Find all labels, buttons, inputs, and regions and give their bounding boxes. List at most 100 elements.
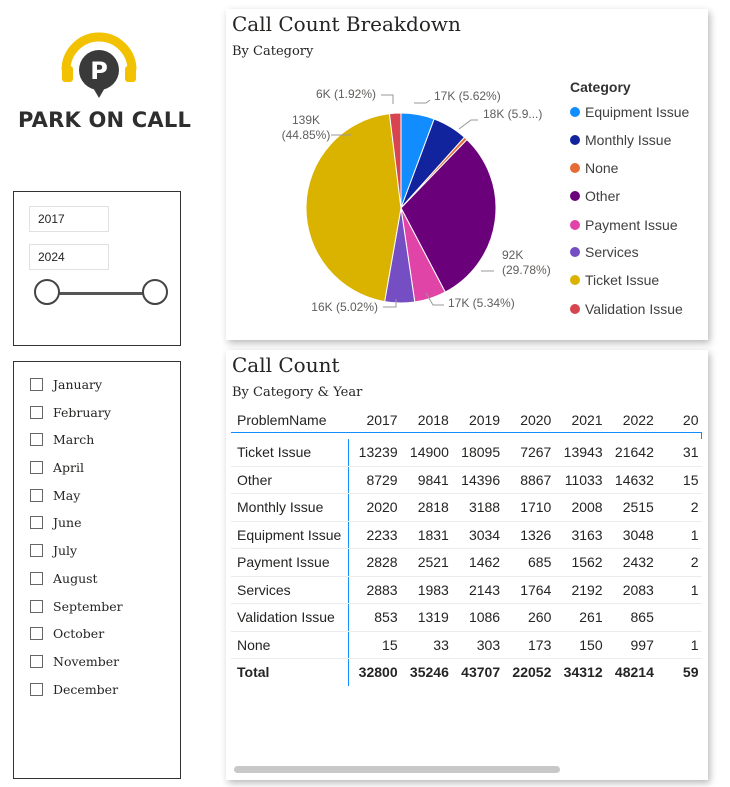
pie-data-label: 92K (29.78%) [502,248,551,277]
row-header: Monthly Issue [231,493,350,522]
month-checkbox[interactable] [30,432,43,446]
month-option-may[interactable]: May [30,485,80,505]
horizontal-scrollbar[interactable] [234,766,560,773]
table-row: Validation Issue 853 1319 1086 260 261 865 [231,603,702,632]
table-cell: 2515 [605,493,657,522]
month-option-september[interactable]: September [30,596,123,616]
table-cell: 2192 [554,576,606,604]
pie-data-label: 6K (1.92%) [316,87,376,101]
legend-marker [570,220,580,230]
table-cell: 2521 [400,548,452,577]
table-cell: 32800 [358,664,398,681]
year-slider-track[interactable] [46,292,156,295]
column-header-year[interactable]: 2017 [366,412,398,428]
pie-data-label: 16K (5.02%) [311,300,378,314]
table-cell: 2883 [348,576,401,604]
year-slider-end-handle[interactable] [142,279,168,305]
pie-slice-other[interactable] [400,138,497,293]
month-label: August [53,570,98,586]
start-year-input[interactable]: 2017 [29,206,109,232]
month-checkbox[interactable] [30,488,43,502]
month-option-october[interactable]: October [30,623,104,643]
pie-data-label: 139K (44.85%) [282,113,331,142]
column-header-year[interactable]: 2021 [571,412,603,428]
legend-item[interactable]: Monthly Issue [570,130,671,150]
table-cell: 685 [503,548,555,577]
table-cell: 14900 [400,439,452,467]
table-cell: 2008 [554,493,606,522]
table-cell: 31 [656,439,702,467]
table-cell: 14632 [605,466,657,494]
legend-item[interactable]: Other [570,186,620,206]
table-cell: 3163 [554,521,606,549]
month-label: July [53,542,78,558]
table-cell: 1 [656,521,702,549]
column-header-year[interactable]: 2019 [468,412,501,428]
year-slider-start-handle[interactable] [34,279,60,305]
month-option-february[interactable]: February [30,402,111,422]
table-cell: 48214 [614,664,654,681]
legend-item[interactable]: Services [570,242,639,262]
table-row: Monthly Issue 2020 2818 3188 1710 2008 2515 2 [231,493,702,522]
column-header-year[interactable]: 20 [682,412,699,428]
row-header: Equipment Issue [231,521,350,549]
table-cell: 1 [656,631,702,659]
table-cell: 1831 [400,521,452,549]
month-option-july[interactable]: July [30,540,77,560]
month-option-april[interactable]: April [30,457,84,477]
table-cell: 14396 [451,466,504,494]
pie-data-label: 17K (5.34%) [448,296,515,310]
table-cell: 9841 [400,466,452,494]
table-cell: 3034 [451,521,504,549]
pie-slice-validation-issue[interactable] [388,112,402,209]
month-option-january[interactable]: January [30,374,102,394]
month-checkbox[interactable] [30,626,43,640]
month-option-june[interactable]: June [30,512,82,532]
month-checkbox[interactable] [30,515,43,529]
month-option-august[interactable]: August [30,568,98,588]
table-cell: 3048 [605,521,657,549]
legend-item[interactable]: Equipment Issue [570,102,689,122]
pie-slice-ticket-issue[interactable] [305,113,402,303]
month-option-march[interactable]: March [30,429,94,449]
table-cell: 2083 [605,576,657,604]
table-cell: 33 [400,631,452,659]
table-cell: 865 [605,603,657,632]
month-option-november[interactable]: November [30,651,119,671]
table-cell: 35246 [409,664,449,681]
legend-marker [570,191,580,201]
table-row: Equipment Issue 2233 1831 3034 1326 3163 3048 1 [231,521,702,549]
month-checkbox[interactable] [30,405,43,419]
table-cell: 43707 [461,664,501,681]
month-checkbox[interactable] [30,654,43,668]
legend-item[interactable]: Payment Issue [570,215,678,235]
month-checkbox[interactable] [30,543,43,557]
svg-text:P: P [90,57,108,85]
month-checkbox[interactable] [30,571,43,585]
table-cell: 1562 [554,548,606,577]
table-cell: 34312 [563,664,603,681]
month-checkbox[interactable] [30,599,43,613]
legend-item[interactable]: Validation Issue [570,299,683,319]
column-header-year[interactable]: 2018 [417,412,449,428]
column-header-problemname[interactable]: ProblemName [237,412,327,428]
legend-item[interactable]: Ticket Issue [570,270,659,290]
column-header-year[interactable]: 2022 [622,412,654,428]
legend-label: Validation Issue [585,301,683,317]
pie-chart-title: Call Count Breakdown [232,12,461,36]
table-cell: 15 [348,631,401,659]
month-checkbox[interactable] [30,377,43,391]
row-header: Services [231,576,350,604]
month-option-december[interactable]: December [30,679,118,699]
month-checkbox[interactable] [30,682,43,696]
pie-chart-card: Call Count Breakdown By Category 17K (5.… [226,9,708,340]
column-header-year[interactable]: 2020 [520,412,552,428]
matrix-table[interactable]: ProblemName 2017 2018 2019 2020 2021 2022 20 Ti… [231,408,702,688]
legend-item[interactable]: None [570,158,618,178]
legend-label: Services [585,244,639,260]
month-checkbox[interactable] [30,460,43,474]
end-year-input[interactable]: 2024 [29,244,109,270]
legend-marker [570,275,580,285]
pie-leader-line [414,99,431,104]
row-header: Validation Issue [231,603,350,632]
